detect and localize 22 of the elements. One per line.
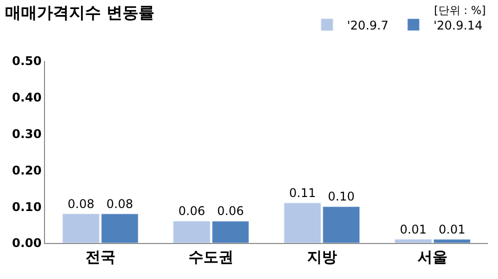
data-label: 0.08: [106, 196, 134, 211]
y-tick-label: 0.10: [12, 200, 42, 214]
data-label: 0.06: [178, 204, 206, 218]
y-tick-label: 0.50: [12, 54, 42, 68]
x-tick-label: 수도권: [188, 248, 234, 266]
y-tick-label: 0.40: [12, 90, 42, 105]
legend-label: '20.9.7: [347, 18, 388, 32]
data-label: 0.01: [438, 222, 466, 236]
text: [단위 : %]: [434, 4, 486, 17]
x-tick-label: 지방: [306, 248, 337, 266]
data-label: 0.11: [289, 186, 316, 200]
y-tick-label: 0.00: [12, 236, 42, 250]
x-tick-label: 서울: [418, 248, 448, 266]
legend-label: '20.9.14: [433, 18, 483, 32]
y-tick-label: 0.20: [12, 163, 42, 178]
data-label: 0.08: [68, 196, 94, 211]
chart-title: 매매가격지수 변동률: [4, 3, 155, 22]
data-label: 0.06: [217, 204, 244, 218]
y-tick-label: 0.30: [12, 127, 42, 141]
x-tick-label: 전국: [85, 248, 116, 266]
data-label: 0.10: [328, 190, 355, 204]
data-label: 0.01: [400, 222, 427, 236]
